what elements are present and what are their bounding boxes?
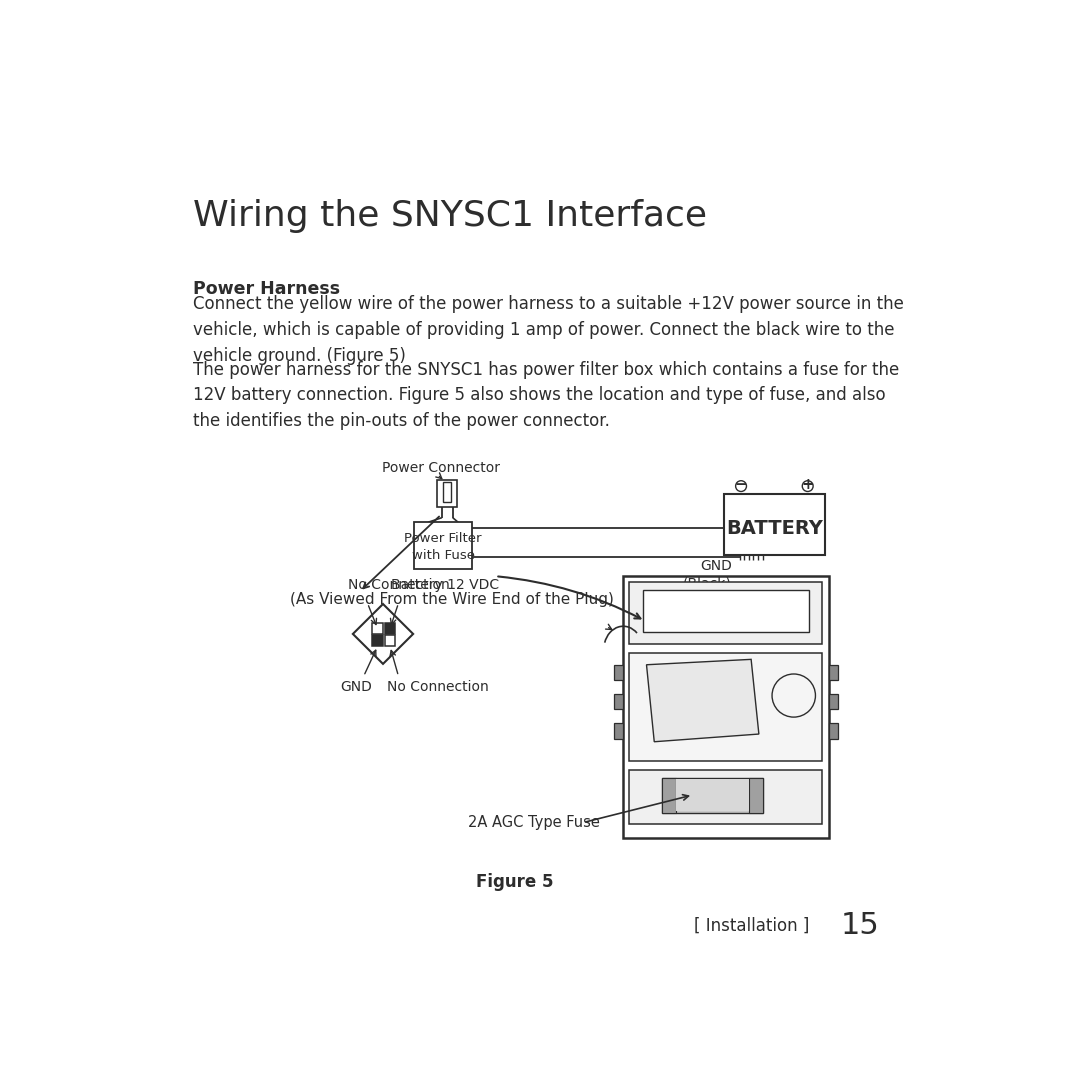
Bar xyxy=(613,694,623,710)
Bar xyxy=(414,523,472,568)
Text: Power Harness: Power Harness xyxy=(193,280,340,298)
Text: 2A AGC Type Fuse: 2A AGC Type Fuse xyxy=(469,815,600,831)
Bar xyxy=(630,582,823,644)
Text: No Connection: No Connection xyxy=(387,680,488,694)
Bar xyxy=(613,724,623,739)
Text: GND
(Black): GND (Black) xyxy=(683,559,732,591)
Text: (As Viewed From the Wire End of the Plug): (As Viewed From the Wire End of the Plug… xyxy=(291,592,613,607)
Bar xyxy=(828,694,838,710)
Bar xyxy=(444,483,451,502)
Bar xyxy=(724,494,825,555)
Text: BATT (Yellow): BATT (Yellow) xyxy=(728,512,821,525)
Polygon shape xyxy=(353,604,414,664)
Text: Power Connector: Power Connector xyxy=(382,460,500,474)
Text: The power harness for the SNYSC1 has power filter box which contains a fuse for : The power harness for the SNYSC1 has pow… xyxy=(193,361,900,430)
Bar xyxy=(676,780,748,811)
Bar xyxy=(643,590,809,633)
Text: 15: 15 xyxy=(840,912,879,941)
Text: No Connection: No Connection xyxy=(348,578,450,592)
Polygon shape xyxy=(647,660,759,742)
Text: Figure 5: Figure 5 xyxy=(476,873,554,891)
Text: −: − xyxy=(734,477,747,492)
Bar xyxy=(373,623,383,634)
Bar xyxy=(630,653,823,761)
Bar xyxy=(662,778,762,812)
Bar xyxy=(384,623,395,634)
Bar xyxy=(623,577,828,838)
Bar xyxy=(828,665,838,680)
Text: Connect the yellow wire of the power harness to a suitable +12V power source in : Connect the yellow wire of the power har… xyxy=(193,295,904,365)
Text: BATTERY: BATTERY xyxy=(726,519,823,538)
Bar xyxy=(373,635,383,646)
Text: Battery 12 VDC: Battery 12 VDC xyxy=(391,578,499,592)
Text: +: + xyxy=(801,477,814,492)
Text: GND: GND xyxy=(340,680,373,694)
Bar xyxy=(437,480,458,507)
Bar xyxy=(613,665,623,680)
Bar xyxy=(662,778,676,812)
Text: [ Installation ]: [ Installation ] xyxy=(693,917,809,934)
Bar xyxy=(828,724,838,739)
Bar xyxy=(748,778,762,812)
Bar xyxy=(384,635,395,646)
Bar xyxy=(630,770,823,824)
Text: Power Filter
with Fuse: Power Filter with Fuse xyxy=(404,532,482,562)
Text: Wiring the SNYSC1 Interface: Wiring the SNYSC1 Interface xyxy=(193,199,707,233)
